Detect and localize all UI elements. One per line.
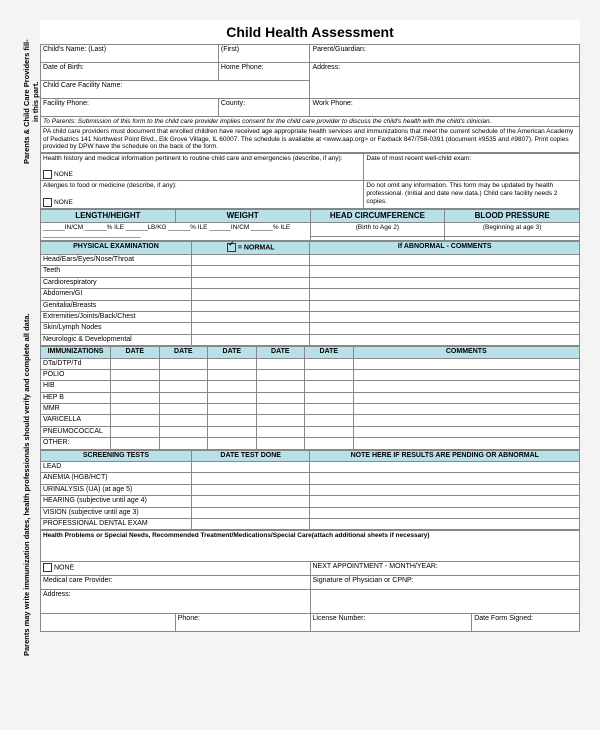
form-title: Child Health Assessment <box>40 20 580 44</box>
hdr-phys: PHYSICAL EXAMINATION <box>41 242 192 255</box>
imm-row: DTa/DTP/Td <box>41 358 111 369</box>
phys-row: Extremities/Joints/Back/Chest <box>41 311 192 322</box>
scr-row: HEARING (subjective until age 4) <box>41 496 192 507</box>
hdr-screening: SCREENING TESTS <box>41 450 192 461</box>
date-signed[interactable]: Date Form Signed: <box>472 614 580 632</box>
measurements-table: LENGTH/HEIGHTWEIGHTHEAD CIRCUMFERENCEBLO… <box>40 209 580 241</box>
ftr-addr[interactable]: Address: <box>41 590 176 614</box>
physical-exam-table: PHYSICAL EXAMINATION= NORMALIf ABNORMAL … <box>40 241 580 346</box>
sidebar-top: Parents & Child Care Providers fill-in t… <box>22 38 38 166</box>
phys-row: Cardiorespiratory <box>41 277 192 288</box>
hdr-test-date: DATE TEST DONE <box>191 450 310 461</box>
parents-note: To Parents: Submission of this form to t… <box>41 117 580 127</box>
hdr-results: NOTE HERE IF RESULTS ARE PENDING OR ABNO… <box>310 450 580 461</box>
ftr-phone[interactable]: Phone: <box>175 614 310 632</box>
lbl-address[interactable]: Address: <box>310 63 580 99</box>
screening-table: SCREENING TESTSDATE TEST DONENOTE HERE I… <box>40 450 580 531</box>
checkbox-icon[interactable] <box>43 198 52 207</box>
imm-row: PNEUMOCOCCAL <box>41 426 111 437</box>
hdr-head: HEAD CIRCUMFERENCE <box>310 210 445 223</box>
hdr-length: LENGTH/HEIGHT <box>41 210 176 223</box>
immunizations-table: IMMUNIZATIONSDATEDATEDATEDATEDATECOMMENT… <box>40 346 580 450</box>
lbl-facility-phone[interactable]: Facility Phone: <box>41 99 219 117</box>
form-page: Parents & Child Care Providers fill-in t… <box>40 20 580 632</box>
meas-units[interactable]: ______IN/CM ______% ILE ______LB/KG ____… <box>41 222 311 241</box>
checkbox-icon[interactable] <box>43 563 52 572</box>
phys-row: Genitalia/Breasts <box>41 300 192 311</box>
bp-note: (Beginning at age 3) <box>445 222 580 237</box>
allergy-label[interactable]: Allergies to food or medicine (describe,… <box>41 181 364 209</box>
phys-row: Skin/Lymph Nodes <box>41 323 192 334</box>
license[interactable]: License Number: <box>310 614 472 632</box>
scr-row: URINALYSIS (UA) (at age 5) <box>41 484 192 495</box>
imm-row: HIB <box>41 381 111 392</box>
identity-table: Child's Name: (Last)(First)Parent/Guardi… <box>40 44 580 153</box>
lbl-dob[interactable]: Date of Birth: <box>41 63 219 81</box>
lbl-guardian[interactable]: Parent/Guardian: <box>310 45 580 63</box>
hist-label[interactable]: Health history and medical information p… <box>41 153 364 181</box>
hdr-abnormal: If ABNORMAL - COMMENTS <box>310 242 580 255</box>
hdr-imm: IMMUNIZATIONS <box>41 347 111 358</box>
recent-exam[interactable]: Date of most recent well-child exam: <box>364 153 580 181</box>
hdr-bp: BLOOD PRESSURE <box>445 210 580 223</box>
imm-row: OTHER: <box>41 438 111 449</box>
scr-row: PROFESSIONAL DENTAL EXAM <box>41 519 192 530</box>
pa-note: PA child care providers must document th… <box>41 127 580 152</box>
imm-row: VARICELLA <box>41 415 111 426</box>
imm-row: MMR <box>41 404 111 415</box>
checkbox-icon[interactable] <box>43 170 52 179</box>
hdr-weight: WEIGHT <box>175 210 310 223</box>
lbl-facility[interactable]: Child Care Facility Name: <box>41 81 310 99</box>
imm-row: HEP B <box>41 392 111 403</box>
sidebar-bottom: Parents may write immunization dates, he… <box>22 300 38 670</box>
hdr-normal: = NORMAL <box>191 242 310 255</box>
lbl-child-first[interactable]: (First) <box>218 45 310 63</box>
lbl-child-last[interactable]: Child's Name: (Last) <box>41 45 219 63</box>
signature[interactable]: Signature of Physician or CPNP: <box>310 576 580 590</box>
check-icon <box>227 243 236 252</box>
provider[interactable]: Medical care Provider: <box>41 576 311 590</box>
history-table: Health history and medical information p… <box>40 153 580 209</box>
omit-note: Do not omit any information. This form m… <box>364 181 580 209</box>
hdr-comments: COMMENTS <box>353 347 579 358</box>
hc-note: (Birth to Age 2) <box>310 222 445 237</box>
phys-row: Head/Ears/Eyes/Nose/Throat <box>41 255 192 266</box>
scr-row: LEAD <box>41 462 192 473</box>
lbl-home-phone[interactable]: Home Phone: <box>218 63 310 81</box>
phys-row: Neurologic & Developmental <box>41 334 192 345</box>
ftr-none[interactable]: NONE <box>41 562 311 576</box>
scr-row: ANEMIA (HGB/HCT) <box>41 473 192 484</box>
phys-row: Abdomen/GI <box>41 289 192 300</box>
footer-table: Health Problems or Special Needs, Recomm… <box>40 530 580 632</box>
scr-row: VISION (subjective until age 3) <box>41 507 192 518</box>
lbl-work-phone[interactable]: Work Phone: <box>310 99 580 117</box>
lbl-county[interactable]: County: <box>218 99 310 117</box>
imm-row: POLIO <box>41 369 111 380</box>
health-problems[interactable]: Health Problems or Special Needs, Recomm… <box>41 531 580 562</box>
phys-row: Teeth <box>41 266 192 277</box>
next-appt[interactable]: NEXT APPOINTMENT - MONTH/YEAR: <box>310 562 580 576</box>
